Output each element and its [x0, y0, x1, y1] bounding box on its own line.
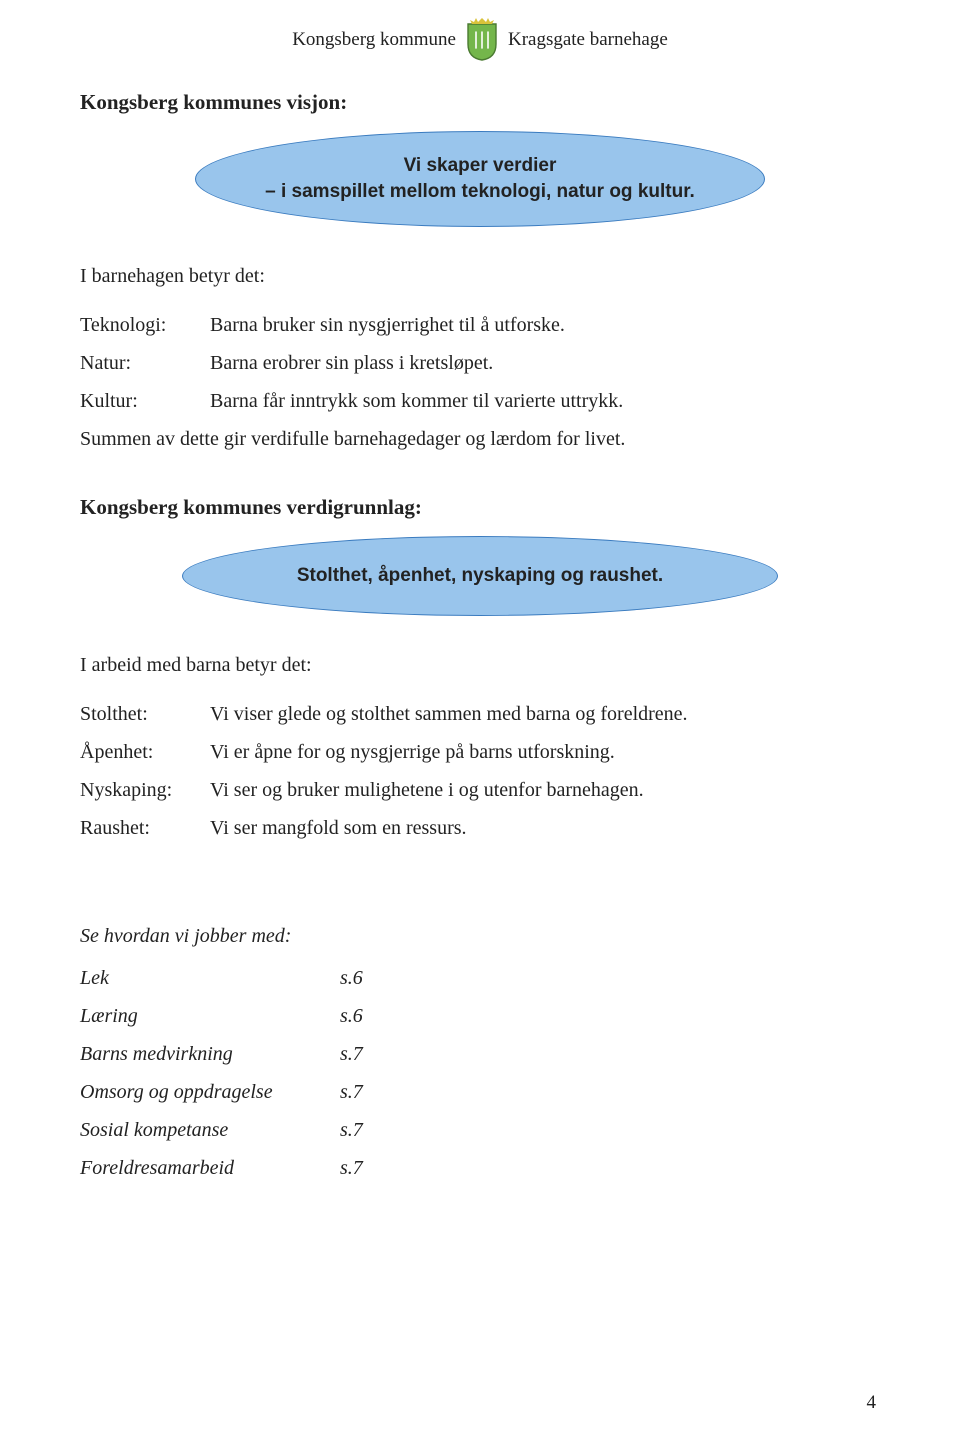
see-page-ref: s.7 [340, 1111, 363, 1149]
definition-value: Vi viser glede og stolthet sammen med ba… [210, 695, 880, 733]
see-page-ref: s.6 [340, 997, 363, 1035]
see-label: Lek [80, 959, 340, 997]
see-row: Sosial kompetanses.7 [80, 1111, 880, 1149]
values-intro: I arbeid med barna betyr det: [80, 650, 880, 681]
page: Kongsberg kommune Kragsgate barnehage Ko… [0, 0, 960, 1448]
definition-row: Kultur:Barna får inntrykk som kommer til… [80, 382, 880, 420]
definition-row: Stolthet:Vi viser glede og stolthet samm… [80, 695, 880, 733]
see-row: Omsorg og oppdragelses.7 [80, 1073, 880, 1111]
definition-label: Kultur: [80, 382, 210, 420]
header-right-text: Kragsgate barnehage [508, 29, 668, 51]
definition-label: Natur: [80, 344, 210, 382]
definition-value: Barna bruker sin nysgjerrighet til å utf… [210, 306, 880, 344]
definition-row: Raushet:Vi ser mangfold som en ressurs. [80, 809, 880, 847]
definition-label: Teknologi: [80, 306, 210, 344]
see-label: Foreldresamarbeid [80, 1149, 340, 1187]
definition-row: Nyskaping:Vi ser og bruker mulighetene i… [80, 771, 880, 809]
vision-section: Kongsberg kommunes visjon: Vi skaper ver… [80, 90, 880, 451]
document-header: Kongsberg kommune Kragsgate barnehage [80, 18, 880, 62]
see-section: Se hvordan vi jobber med: Leks.6Lærings.… [80, 917, 880, 1187]
see-label: Barns medvirkning [80, 1035, 340, 1073]
see-page-ref: s.7 [340, 1035, 363, 1073]
definition-row: Natur:Barna erobrer sin plass i kretsløp… [80, 344, 880, 382]
see-page-ref: s.6 [340, 959, 363, 997]
vision-intro: I barnehagen betyr det: [80, 261, 880, 292]
page-number: 4 [867, 1392, 877, 1414]
vision-ellipse-wrap: Vi skaper verdier – i samspillet mellom … [80, 131, 880, 227]
values-ellipse-wrap: Stolthet, åpenhet, nyskaping og raushet. [80, 536, 880, 616]
see-label: Omsorg og oppdragelse [80, 1073, 340, 1111]
definition-label: Åpenhet: [80, 733, 210, 771]
see-label: Sosial kompetanse [80, 1111, 340, 1149]
definition-label: Raushet: [80, 809, 210, 847]
values-ellipse-text: Stolthet, åpenhet, nyskaping og raushet. [297, 563, 663, 589]
header-left-text: Kongsberg kommune [292, 29, 456, 51]
vision-summary: Summen av dette gir verdifulle barnehage… [80, 428, 880, 451]
crest-crown [470, 18, 494, 24]
see-row: Lærings.6 [80, 997, 880, 1035]
definition-value: Barna erobrer sin plass i kretsløpet. [210, 344, 880, 382]
definition-value: Vi ser og bruker mulighetene i og utenfo… [210, 771, 880, 809]
see-label: Læring [80, 997, 340, 1035]
definition-label: Stolthet: [80, 695, 210, 733]
definition-label: Nyskaping: [80, 771, 210, 809]
definition-value: Barna får inntrykk som kommer til varier… [210, 382, 880, 420]
see-list: Leks.6Lærings.6Barns medvirknings.7Omsor… [80, 959, 880, 1187]
see-page-ref: s.7 [340, 1149, 363, 1187]
values-section: Kongsberg kommunes verdigrunnlag: Stolth… [80, 495, 880, 847]
definition-value: Vi er åpne for og nysgjerrige på barns u… [210, 733, 880, 771]
vision-title: Kongsberg kommunes visjon: [80, 90, 880, 115]
see-title: Se hvordan vi jobber med: [80, 917, 880, 955]
vision-ellipse-line1: Vi skaper verdier [265, 153, 695, 179]
crest-icon [464, 18, 500, 62]
see-row: Foreldresamarbeids.7 [80, 1149, 880, 1187]
definition-value: Vi ser mangfold som en ressurs. [210, 809, 880, 847]
see-page-ref: s.7 [340, 1073, 363, 1111]
definition-row: Åpenhet:Vi er åpne for og nysgjerrige på… [80, 733, 880, 771]
see-row: Leks.6 [80, 959, 880, 997]
values-title: Kongsberg kommunes verdigrunnlag: [80, 495, 880, 520]
see-row: Barns medvirknings.7 [80, 1035, 880, 1073]
definition-row: Teknologi:Barna bruker sin nysgjerrighet… [80, 306, 880, 344]
values-definitions: Stolthet:Vi viser glede og stolthet samm… [80, 695, 880, 847]
vision-ellipse: Vi skaper verdier – i samspillet mellom … [195, 131, 765, 227]
vision-definitions: Teknologi:Barna bruker sin nysgjerrighet… [80, 306, 880, 420]
values-ellipse: Stolthet, åpenhet, nyskaping og raushet. [182, 536, 778, 616]
vision-ellipse-line2: – i samspillet mellom teknologi, natur o… [265, 179, 695, 205]
